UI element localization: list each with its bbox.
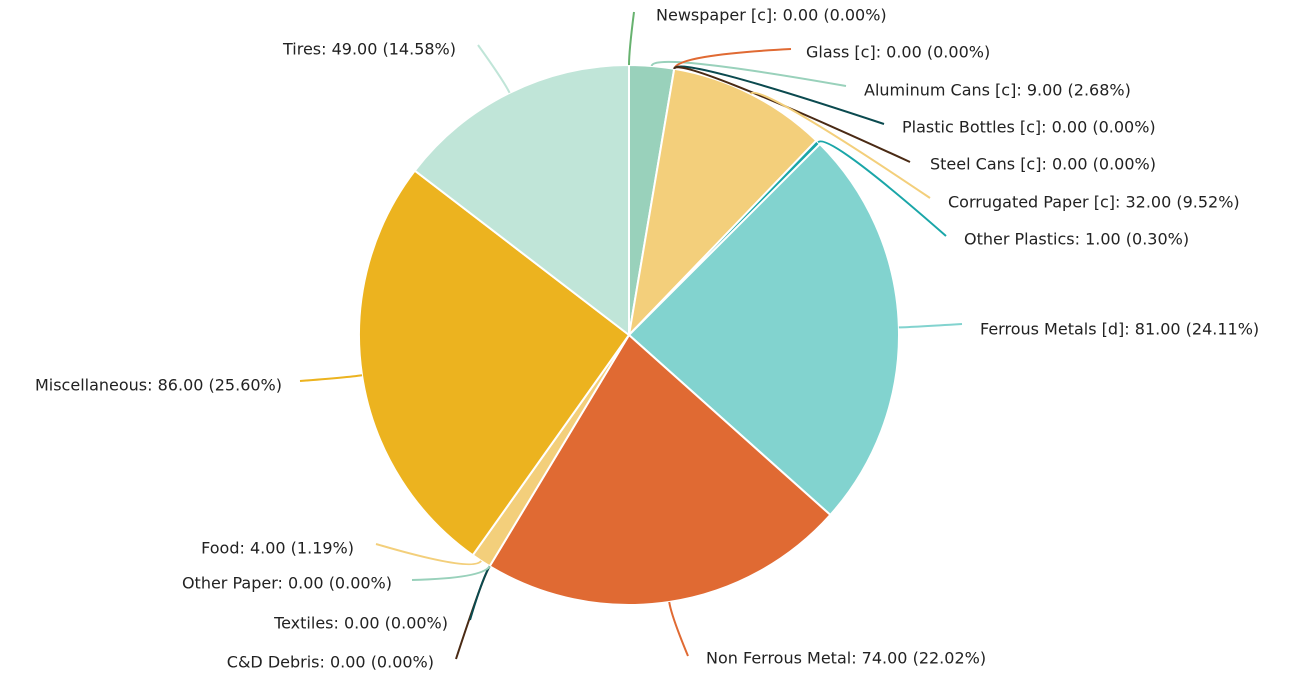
leader-other-plastics [817, 140, 947, 237]
slice-corrugated-paper-c [627, 67, 818, 339]
leader-steel-cans-c [673, 66, 911, 163]
label-aluminum-cans-c: Aluminum Cans [c]: 9.00 (2.68%) [864, 81, 1131, 100]
label-other-paper: Other Paper: 0.00 (0.00%) [182, 574, 392, 593]
label-tires: Tires: 49.00 (14.58%) [282, 40, 456, 59]
leader-non-ferrous-metal [668, 601, 689, 657]
label-non-ferrous-metal: Non Ferrous Metal: 74.00 (22.02%) [706, 649, 986, 668]
leader-newspaper-c [628, 11, 635, 66]
leader-food [375, 543, 482, 566]
label-newspaper-c: Newspaper [c]: 0.00 (0.00%) [656, 6, 887, 25]
label-miscellaneous: Miscellaneous: 86.00 (25.60%) [35, 376, 282, 395]
leader-lines [299, 11, 963, 660]
slice-labels: Newspaper [c]: 0.00 (0.00%) Aluminum Cans… [35, 6, 1259, 672]
label-other-plastics: Other Plastics: 1.00 (0.30%) [964, 230, 1189, 249]
leader-miscellaneous [299, 374, 363, 382]
label-steel-cans-c: Steel Cans [c]: 0.00 (0.00%) [930, 155, 1156, 174]
label-plastic-bottles-c: Plastic Bottles [c]: 0.00 (0.00%) [902, 118, 1156, 137]
leader-tires [477, 44, 511, 94]
slice-tires [413, 63, 630, 338]
label-glass-c: Glass [c]: 0.00 (0.00%) [806, 43, 990, 62]
leader-other-paper [411, 565, 491, 581]
leader-glass-c [673, 48, 792, 70]
label-corrugated-paper-c: Corrugated Paper [c]: 32.00 (9.52%) [948, 193, 1240, 212]
slice-miscellaneous [358, 169, 631, 557]
pie-slices [358, 63, 900, 606]
leader-aluminum-cans-c [650, 60, 847, 87]
label-ferrous-metals-d: Ferrous Metals [d]: 81.00 (24.11%) [980, 320, 1259, 339]
label-textiles: Textiles: 0.00 (0.00%) [273, 614, 448, 633]
label-candd-debris: C&D Debris: 0.00 (0.00%) [227, 653, 434, 672]
leader-corrugated-paper-c [749, 91, 931, 199]
label-food: Food: 4.00 (1.19%) [201, 539, 354, 558]
leader-ferrous-metals-d [898, 323, 963, 329]
